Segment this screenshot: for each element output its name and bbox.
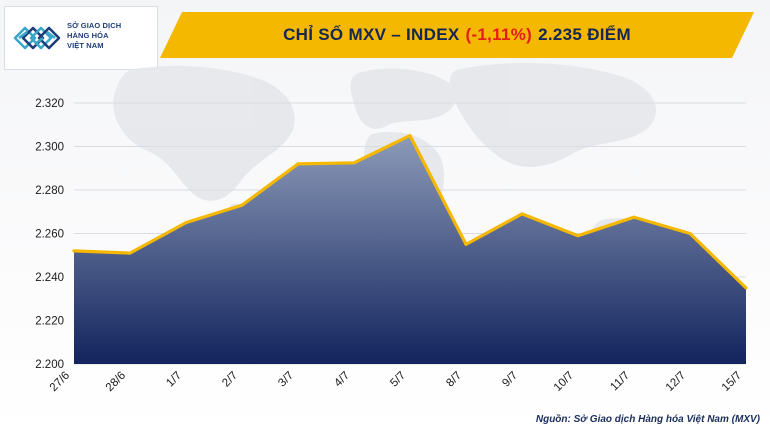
source-note: Nguồn: Sở Giao dịch Hàng hóa Việt Nam (M… (535, 414, 760, 425)
x-tick-label: 11/7 (608, 370, 632, 394)
x-tick-label: 5/7 (388, 370, 408, 390)
x-tick-label: 3/7 (276, 370, 296, 390)
brand-name-line-2: HÀNG HÓA (67, 31, 109, 40)
x-tick-label: 2/7 (220, 370, 240, 390)
index-line (72, 134, 748, 290)
y-tick-label: 2.220 (35, 316, 64, 328)
y-tick-label: 2.320 (35, 98, 64, 110)
x-tick-label: 1/7 (164, 370, 184, 390)
y-tick-label: 2.200 (35, 359, 64, 371)
y-tick-label: 2.240 (35, 272, 64, 284)
x-tick-label: 27/6 (48, 370, 72, 394)
x-tick-label: 8/7 (444, 370, 464, 390)
title-main: CHỈ SỐ MXV – INDEX (283, 25, 460, 44)
x-tick-label: 10/7 (552, 370, 576, 394)
brand-name-line-1: SỞ GIAO DỊCH (67, 21, 122, 30)
brand-name: SỞ GIAO DỊCH HÀNG HÓA VIỆT NAM (67, 21, 157, 51)
x-tick-label: 15/7 (720, 370, 744, 394)
y-tick-label: 2.280 (35, 185, 64, 197)
x-axis-tick-labels: 27/6 28/6 1/7 2/7 3/7 4/7 5/7 8/7 9/7 10/7 11/7 12/… (48, 370, 744, 394)
x-tick-label: 9/7 (500, 370, 520, 390)
x-tick-label: 4/7 (332, 370, 352, 390)
brand-name-line-3: VIỆT NAM (67, 41, 104, 50)
x-tick-label: 12/7 (664, 370, 688, 394)
title-change: (-1,11%) (465, 25, 533, 44)
y-tick-label: 2.260 (35, 229, 64, 241)
title-value: 2.235 ĐIỂM (538, 25, 631, 44)
y-axis-tick-labels: 2.200 2.220 2.240 2.260 2.280 2.300 2.320 (35, 98, 64, 371)
index-area-fill (74, 135, 746, 364)
logo-mark-icon (13, 26, 61, 50)
chart-title: CHỈ SỐ MXV – INDEX (-1,11%) 2.235 ĐIỂM (160, 12, 754, 58)
x-tick-label: 28/6 (104, 370, 128, 394)
y-tick-label: 2.300 (35, 142, 64, 154)
title-banner (160, 12, 754, 58)
brand-logo: SỞ GIAO DỊCH HÀNG HÓA VIỆT NAM (4, 6, 158, 70)
